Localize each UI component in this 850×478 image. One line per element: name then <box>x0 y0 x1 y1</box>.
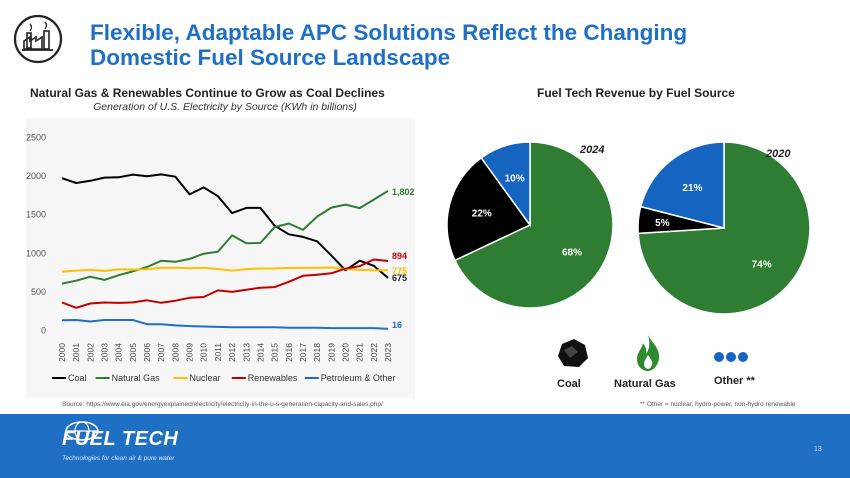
x-tick-label: 2000 <box>57 343 67 362</box>
line-chart-background <box>26 118 415 398</box>
page-number: 13 <box>814 446 822 453</box>
pie-slice-coal <box>453 141 614 309</box>
x-tick-label: 2006 <box>142 343 152 362</box>
series-line-nuclear <box>61 266 389 273</box>
title-line-1: Flexible, Adaptable APC Solutions Reflec… <box>90 20 688 45</box>
x-tick-label: 2010 <box>199 343 209 362</box>
pie-slice-label: 68% <box>562 248 582 259</box>
globe-logo-icon <box>65 421 99 441</box>
series-end-label: 1,802 <box>392 187 415 197</box>
pie-slice-label: 5% <box>655 218 670 229</box>
series-line-coal <box>61 173 389 279</box>
coal-lump-icon <box>558 339 588 367</box>
pie-slice-label: 22% <box>472 209 492 220</box>
x-tick-label: 2021 <box>355 343 365 362</box>
x-tick-label: 2013 <box>241 343 251 362</box>
y-tick-label: 0 <box>41 326 46 336</box>
pie-charts: 68% 22% 10% 2024 74% 5% 21% 2020 <box>446 141 811 315</box>
flame-icon <box>637 335 660 371</box>
pie-slice-other <box>480 141 531 228</box>
legend-gas-label: Natural Gas <box>614 378 676 390</box>
x-tick-label: 2004 <box>114 343 124 362</box>
legend-label: Petroleum & Other <box>321 373 396 383</box>
legend-label: Nuclear <box>190 373 221 383</box>
pie-slice-label: 74% <box>752 259 772 270</box>
x-tick-label: 2012 <box>227 343 237 362</box>
pie-slice-natural-gas <box>446 156 532 262</box>
y-tick-label: 1000 <box>26 248 46 258</box>
y-tick-label: 1500 <box>26 210 46 220</box>
x-tick-label: 2017 <box>298 343 308 362</box>
data-source-note: Source: https://www.eia.gov/energyexplai… <box>62 401 383 408</box>
legend-label: Coal <box>68 373 87 383</box>
x-tick-label: 2018 <box>312 343 322 362</box>
pie-year-label: 2020 <box>765 148 791 160</box>
x-tick-label: 2002 <box>85 343 95 362</box>
x-tick-label: 2009 <box>185 343 195 362</box>
series-line-natural-gas <box>61 190 389 285</box>
x-tick-label: 2014 <box>255 343 265 362</box>
x-tick-label: 2016 <box>284 343 294 362</box>
legend-label: Natural Gas <box>112 373 161 383</box>
pie-year-label: 2024 <box>579 144 604 156</box>
x-tick-label: 2020 <box>340 343 350 362</box>
legend-label: Renewables <box>248 373 298 383</box>
y-tick-label: 2500 <box>26 133 46 143</box>
x-tick-label: 2005 <box>128 343 138 362</box>
pie-chart-heading: Fuel Tech Revenue by Fuel Source <box>537 86 735 100</box>
series-line-renewables <box>61 258 389 309</box>
title-line-2: Domestic Fuel Source Landscape <box>90 45 451 70</box>
pie-slice-label: 10% <box>505 174 525 185</box>
footer-bar <box>0 414 850 478</box>
company-logo: FUEL TECH <box>62 428 179 450</box>
x-tick-label: 2011 <box>213 343 223 362</box>
page-title: Flexible, Adaptable APC Solutions Reflec… <box>90 20 687 70</box>
line-chart-subtitle: Generation of U.S. Electricity by Source… <box>93 101 357 113</box>
x-tick-label: 2023 <box>383 343 393 362</box>
series-end-label: 675 <box>392 273 407 283</box>
line-chart: 0 500 1000 1500 2000 2500 2000 2001 2002 2003 2004… <box>26 133 415 384</box>
series-end-label: 894 <box>392 251 407 261</box>
x-tick-label: 2007 <box>156 343 166 362</box>
legend-coal-label: Coal <box>557 378 581 390</box>
series-end-label: 16 <box>392 320 402 330</box>
other-dots-icon <box>714 352 748 362</box>
pie-slice-label: 21% <box>682 183 702 194</box>
x-tick-label: 2022 <box>369 343 379 362</box>
series-end-label: 775 <box>392 266 407 276</box>
company-tagline: Technologies for clean air & pure water <box>62 455 175 462</box>
x-tick-label: 2019 <box>326 343 336 362</box>
x-tick-label: 2015 <box>270 343 280 362</box>
x-tick-label: 2003 <box>100 343 110 362</box>
y-tick-label: 2000 <box>26 171 46 181</box>
factory-icon <box>13 14 63 64</box>
x-tick-label: 2001 <box>71 343 81 362</box>
y-tick-label: 500 <box>31 287 46 297</box>
pie-slice-other <box>639 141 725 229</box>
legend-other-label: Other ** <box>714 375 755 387</box>
line-chart-heading: Natural Gas & Renewables Continue to Gro… <box>30 86 385 100</box>
series-line-petroleum-other <box>61 319 389 330</box>
other-footnote: ** Other = nuclear, hydro-power, non-hyd… <box>640 401 796 408</box>
x-tick-label: 2008 <box>170 343 180 362</box>
